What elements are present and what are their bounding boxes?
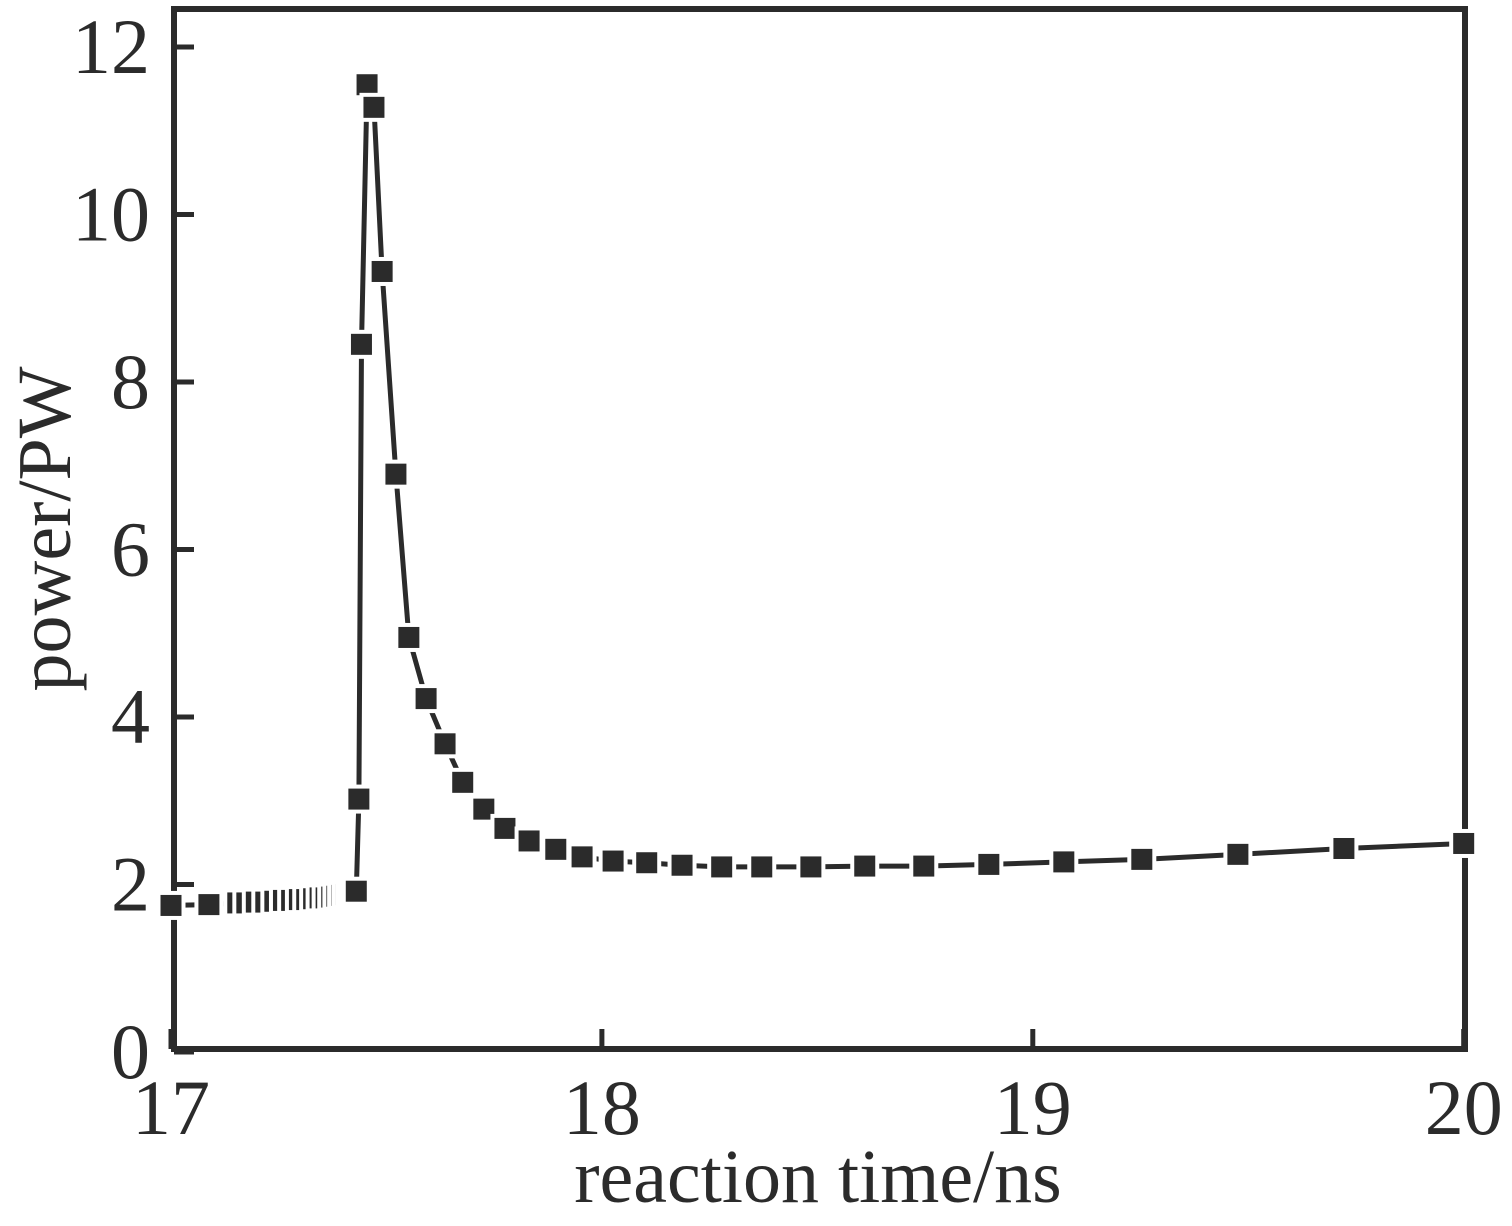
- marker-square: [1333, 837, 1355, 859]
- data-point-marker: [448, 767, 478, 797]
- marker-square: [494, 817, 516, 839]
- marker-square: [671, 854, 693, 876]
- x-axis-title: reaction time/ns: [574, 1135, 1062, 1219]
- marker-square: [385, 463, 407, 485]
- marker-square: [518, 830, 540, 852]
- marker-square: [348, 788, 370, 810]
- y-tick-label: 0: [111, 1008, 150, 1095]
- data-point-marker: [194, 890, 224, 920]
- marker-square: [854, 855, 876, 877]
- marker-square: [452, 771, 474, 793]
- data-point-marker: [850, 851, 880, 881]
- marker-square: [711, 856, 733, 878]
- data-point-marker: [411, 684, 441, 714]
- data-point-marker: [514, 826, 544, 856]
- data-point-marker: [359, 92, 389, 122]
- marker-square: [1453, 832, 1475, 854]
- data-point-marker: [430, 729, 460, 759]
- data-point-marker: [567, 842, 597, 872]
- data-point-marker: [796, 852, 826, 882]
- data-point-marker: [1049, 847, 1079, 877]
- x-tick-label: 17: [132, 1064, 210, 1151]
- marker-square: [1053, 851, 1075, 873]
- marker-square: [602, 850, 624, 872]
- data-point-marker: [394, 622, 424, 652]
- data-point-marker: [909, 851, 939, 881]
- marker-square: [545, 838, 567, 860]
- data-point-marker: [1223, 839, 1253, 869]
- marker-square: [345, 880, 367, 902]
- data-point-marker: [367, 256, 397, 286]
- x-tick-label: 19: [994, 1064, 1072, 1151]
- x-tick-label: 18: [563, 1064, 641, 1151]
- marker-square: [371, 260, 393, 282]
- y-tick-label: 2: [111, 841, 150, 928]
- y-tick-label: 8: [111, 338, 150, 425]
- data-point-marker: [667, 850, 697, 880]
- marker-square: [363, 96, 385, 118]
- marker-square: [350, 333, 372, 355]
- data-point-marker: [707, 852, 737, 882]
- data-point-marker: [156, 890, 186, 920]
- plot-frame: [171, 6, 1468, 1052]
- data-point-marker: [598, 846, 628, 876]
- data-point-marker: [541, 834, 571, 864]
- axis-tick-labels: 17 18 19 20 0 2 4 6 8 10 12: [72, 3, 1503, 1151]
- y-axis-title: power/PW: [3, 366, 87, 691]
- marker-square: [398, 626, 420, 648]
- marker-square: [636, 852, 658, 874]
- data-point-marker: [747, 852, 777, 882]
- x-tick-label: 20: [1425, 1064, 1503, 1151]
- data-point-markers: [156, 70, 1479, 920]
- data-point-marker: [974, 849, 1004, 879]
- data-point-marker: [632, 848, 662, 878]
- axes-frame: [171, 6, 1468, 1052]
- data-point-marker: [469, 794, 499, 824]
- data-point-marker: [341, 876, 371, 906]
- marker-square: [473, 798, 495, 820]
- axis-ticks: [168, 44, 1467, 1055]
- data-point-marker: [344, 784, 374, 814]
- marker-square: [1227, 843, 1249, 865]
- data-point-marker: [346, 329, 376, 359]
- data-point-marker: [1127, 844, 1157, 874]
- y-tick-label: 10: [72, 171, 150, 258]
- marker-square: [751, 856, 773, 878]
- marker-square: [198, 894, 220, 916]
- data-point-marker: [1329, 833, 1359, 863]
- marker-square: [571, 846, 593, 868]
- data-point-marker: [381, 459, 411, 489]
- y-tick-label: 6: [111, 506, 150, 593]
- marker-square: [160, 894, 182, 916]
- marker-square: [1131, 848, 1153, 870]
- marker-square: [913, 855, 935, 877]
- y-tick-label: 4: [111, 673, 150, 760]
- marker-square: [800, 856, 822, 878]
- marker-square: [356, 74, 378, 96]
- y-tick-label: 12: [72, 3, 150, 90]
- marker-square: [415, 688, 437, 710]
- data-point-marker: [1449, 828, 1479, 858]
- marker-square: [978, 853, 1000, 875]
- marker-square: [434, 733, 456, 755]
